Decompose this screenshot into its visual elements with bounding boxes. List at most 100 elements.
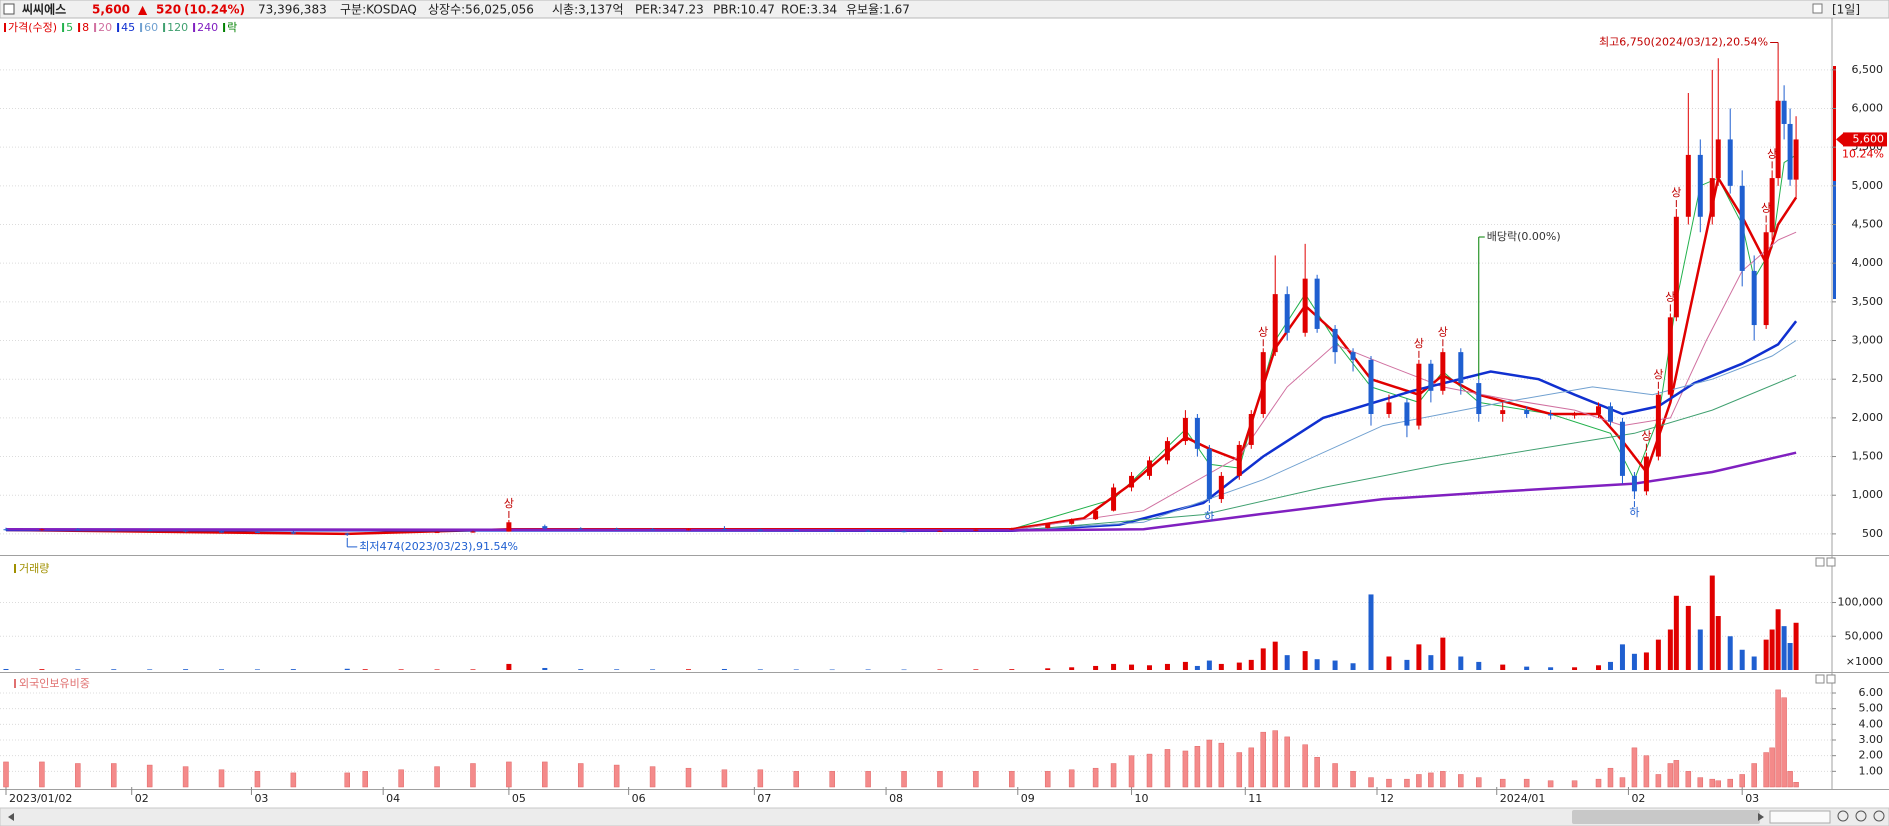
foreign-bar xyxy=(1440,771,1446,788)
range-indicator xyxy=(1833,181,1836,299)
foreign-bar xyxy=(1428,772,1434,788)
foreign-bar xyxy=(434,766,440,788)
volume-bar xyxy=(973,669,979,670)
candle-body xyxy=(1404,402,1410,426)
foreign-bar xyxy=(1769,747,1775,788)
change: 520 xyxy=(156,3,181,17)
price-tag-label: 5,600 xyxy=(1853,132,1885,145)
volume-bar xyxy=(1631,653,1637,670)
candle-body xyxy=(1206,448,1212,500)
volume-bar xyxy=(1182,661,1188,670)
y-tick-label: 500 xyxy=(1862,527,1883,540)
range-indicator xyxy=(1833,66,1836,181)
price-tag xyxy=(1843,132,1887,147)
y-tick-label: 3.00 xyxy=(1859,733,1884,746)
volume-bar xyxy=(1332,660,1338,670)
header-info: 씨씨에스 5,600 ▲ 520 (10.24%) 73,396,383 구분:… xyxy=(22,2,1860,17)
foreign-bar xyxy=(39,761,45,788)
limit-down-label: 하 xyxy=(1629,505,1639,519)
panel-icon[interactable] xyxy=(1815,674,1825,684)
foreign-bar xyxy=(1404,778,1410,788)
scroll-right[interactable] xyxy=(1758,813,1764,821)
checkbox[interactable] xyxy=(3,3,15,15)
x-tick-label: 07 xyxy=(757,792,771,805)
foreign-bar xyxy=(362,771,368,788)
volume-bar xyxy=(434,669,440,670)
foreign-bar xyxy=(1332,763,1338,788)
y-tick-label: 6,500 xyxy=(1852,63,1884,76)
candle-body xyxy=(937,530,943,532)
candle-body xyxy=(1643,456,1649,492)
candle-body xyxy=(1386,402,1392,415)
foreign-bar xyxy=(1248,747,1255,788)
volume-bar xyxy=(1685,605,1691,670)
x-tick-label: 11 xyxy=(1248,792,1262,805)
foreign-bar xyxy=(937,771,943,788)
candle-body xyxy=(1739,185,1745,271)
volume-bar xyxy=(757,669,763,670)
candle-body xyxy=(398,532,404,534)
volume-bar xyxy=(1643,652,1649,670)
candle-body xyxy=(1769,178,1775,233)
foreign-bar xyxy=(1416,774,1422,788)
candle-body xyxy=(1572,414,1578,416)
zoom-in[interactable] xyxy=(1837,810,1849,822)
scrollbar[interactable] xyxy=(0,807,1889,826)
y-tick-label: 3,000 xyxy=(1852,334,1884,347)
legend-label: 20 xyxy=(98,21,112,34)
volume-bar xyxy=(1548,667,1554,670)
moving-average xyxy=(1011,154,1797,530)
volume-bar xyxy=(865,669,871,670)
zoom-out[interactable] xyxy=(1855,810,1867,822)
volume-bar xyxy=(1045,668,1051,670)
range-slider[interactable] xyxy=(1769,810,1831,824)
candle-body xyxy=(685,529,691,531)
foreign-bar xyxy=(1685,771,1692,788)
volume-bar xyxy=(1260,648,1266,670)
candle-body xyxy=(829,530,835,532)
shares: 상장수:56,025,056 xyxy=(428,3,534,17)
volume-bar xyxy=(1093,665,1099,670)
foreign-bar xyxy=(1547,780,1554,788)
volume-bar xyxy=(1673,595,1679,670)
scroll-thumb[interactable] xyxy=(1572,810,1760,824)
candle-body xyxy=(1164,441,1170,461)
candle-body xyxy=(1673,216,1679,318)
volume-bar xyxy=(1787,643,1793,670)
volume-bar xyxy=(542,667,548,670)
limit-up-label: 상 xyxy=(1671,186,1681,199)
foreign-bar xyxy=(1631,747,1638,788)
candle-body xyxy=(1619,421,1625,476)
scroll-left[interactable] xyxy=(8,813,14,821)
foreign-bar xyxy=(1044,771,1051,788)
candle-body xyxy=(1248,414,1254,445)
candle-body xyxy=(75,529,81,531)
foreign-bar xyxy=(649,766,656,788)
candle-body xyxy=(1368,359,1374,415)
legend-swatch xyxy=(140,23,143,32)
foreign-bar xyxy=(1206,739,1213,788)
legend-swatch xyxy=(4,23,6,32)
volume-bar xyxy=(1416,644,1422,670)
volume-bar xyxy=(1709,575,1715,670)
candle-body xyxy=(1236,444,1242,476)
foreign-bar xyxy=(1146,753,1153,788)
panel-icon[interactable] xyxy=(1812,3,1823,14)
panel-icon[interactable] xyxy=(1826,674,1836,684)
foreign-bar xyxy=(1218,742,1225,788)
zoom-reset[interactable] xyxy=(1873,810,1885,822)
foreign-bar xyxy=(1715,780,1721,788)
volume-bar xyxy=(1146,665,1152,670)
period[interactable]: [1일] xyxy=(1832,3,1860,17)
volume-bar xyxy=(254,669,260,670)
volume-bar xyxy=(829,669,835,671)
volume-bar xyxy=(75,669,81,670)
panel-icon[interactable] xyxy=(1826,557,1836,567)
foreign-bar xyxy=(470,763,476,788)
foreign-bar xyxy=(3,761,9,788)
moving-average xyxy=(6,231,1797,531)
candle-body xyxy=(1787,123,1793,180)
x-tick-label: 06 xyxy=(632,792,646,805)
panel-icon[interactable] xyxy=(1815,557,1825,567)
legend-swatch xyxy=(14,564,16,573)
